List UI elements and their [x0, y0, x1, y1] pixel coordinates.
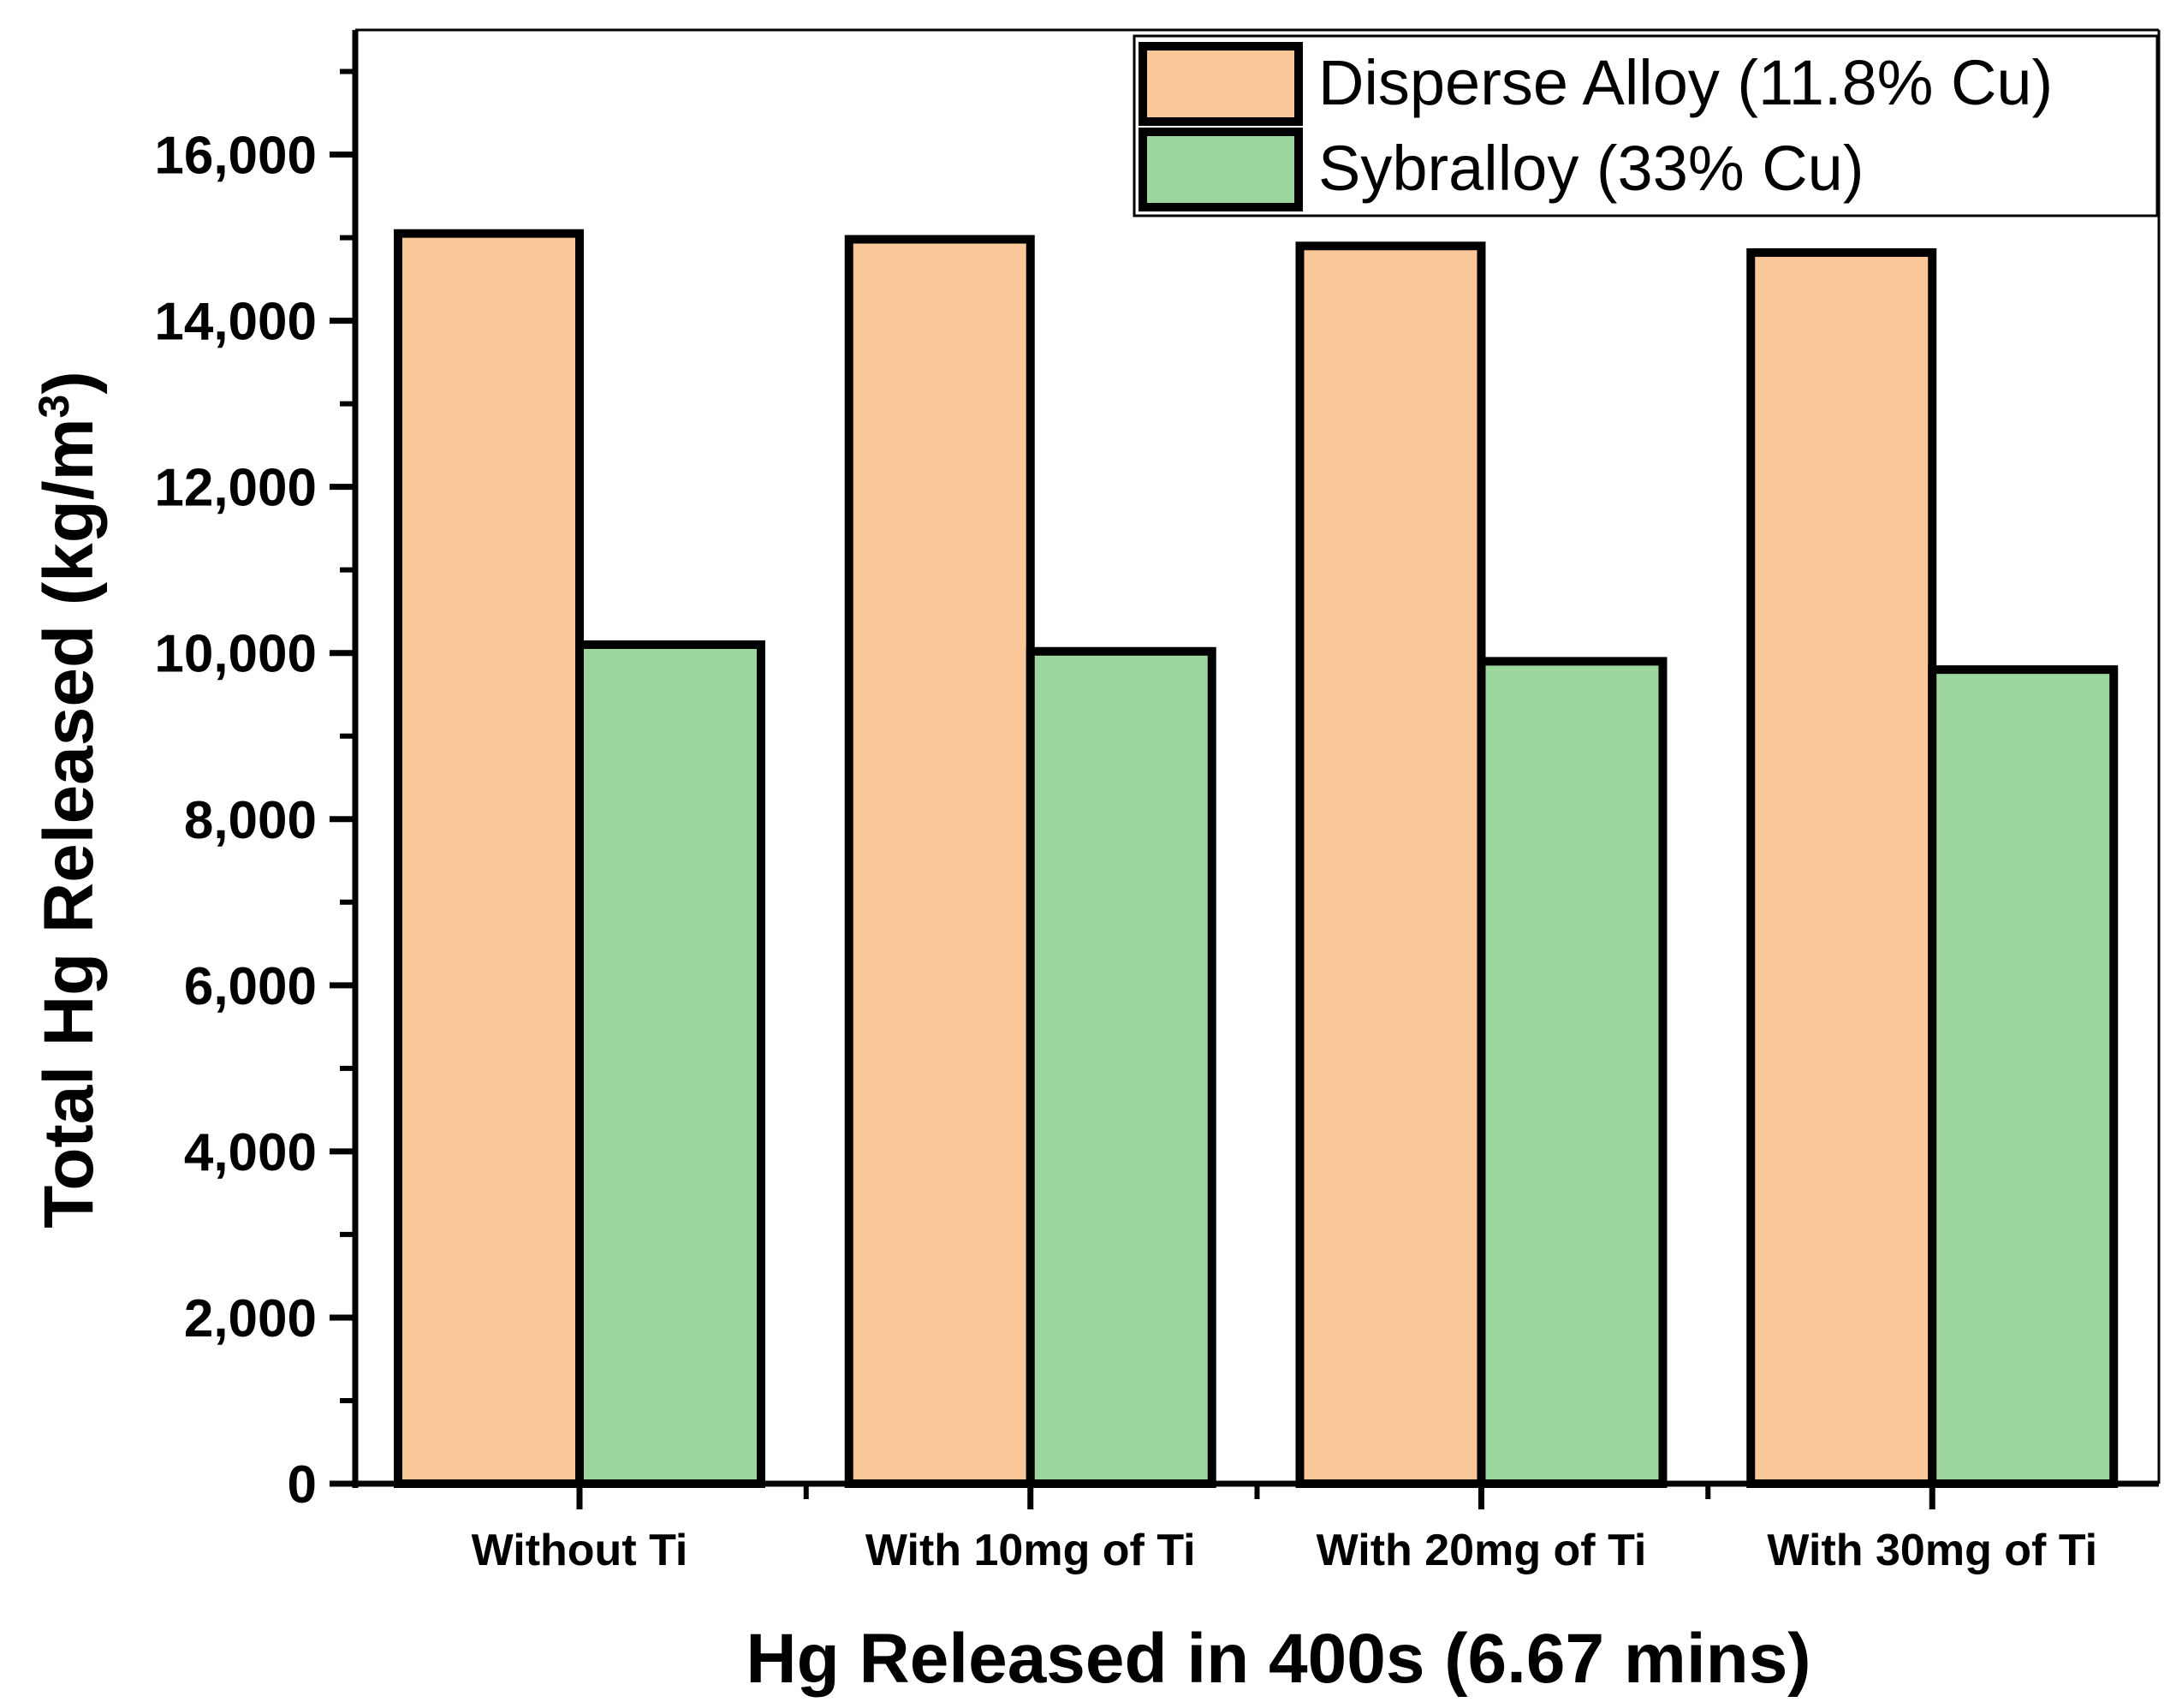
y-tick-label: 16,000 — [154, 127, 317, 186]
y-axis-title-main: Total Hg Released (kg/m — [30, 418, 108, 1228]
x-axis-title: Hg Released in 400s (6.67 mins) — [746, 1620, 1810, 1698]
axes: 0 2,000 4,000 6,000 8,000 10,000 12,000 14,000 1… — [154, 28, 2161, 1575]
y-tick-label: 14,000 — [154, 293, 317, 352]
bar-disperse-alloy-2 — [844, 235, 1035, 1489]
y-tick-label: 2,000 — [184, 1289, 317, 1348]
legend-swatch-disperse-alloy — [1139, 42, 1303, 126]
y-axis-title-superscript: 3 — [30, 395, 78, 419]
bar-sybralloy-1 — [575, 640, 765, 1488]
y-tick-label: 10,000 — [154, 625, 317, 684]
bar-sybralloy-2 — [1026, 646, 1216, 1488]
bar-disperse-alloy-1 — [394, 229, 584, 1489]
legend-box — [1133, 34, 2159, 217]
legend: Disperse Alloy (11.8% Cu) Sybralloy (33% … — [1133, 34, 2159, 217]
y-tick-label: 0 — [288, 1455, 317, 1515]
x-tick-label: Without Ti — [472, 1526, 688, 1575]
y-tick-label: 6,000 — [184, 957, 317, 1016]
bar-disperse-alloy-4 — [1746, 248, 1937, 1488]
y-tick-label: 8,000 — [184, 791, 317, 850]
bars-layer — [394, 229, 2119, 1489]
y-axis-title-suffix: ) — [30, 371, 108, 394]
legend-label-sybralloy: Sybralloy (33% Cu) — [1318, 133, 1864, 204]
axis-labels: Hg Released in 400s (6.67 mins) Total Hg… — [30, 371, 1811, 1698]
y-tick-label: 4,000 — [184, 1123, 317, 1182]
x-tick-label: With 30mg of Ti — [1767, 1526, 2097, 1575]
x-tick-label: With 20mg of Ti — [1317, 1526, 1647, 1575]
y-tick-label: 12,000 — [154, 459, 317, 518]
x-tick-label: With 10mg of Ti — [865, 1526, 1196, 1575]
legend-label-disperse-alloy: Disperse Alloy (11.8% Cu) — [1318, 47, 2053, 118]
y-axis-title: Total Hg Released (kg/m3) — [30, 371, 108, 1228]
bar-sybralloy-4 — [1928, 665, 2119, 1488]
legend-swatch-sybralloy — [1139, 128, 1303, 211]
bar-sybralloy-3 — [1477, 657, 1668, 1488]
bar-disperse-alloy-3 — [1295, 241, 1486, 1488]
